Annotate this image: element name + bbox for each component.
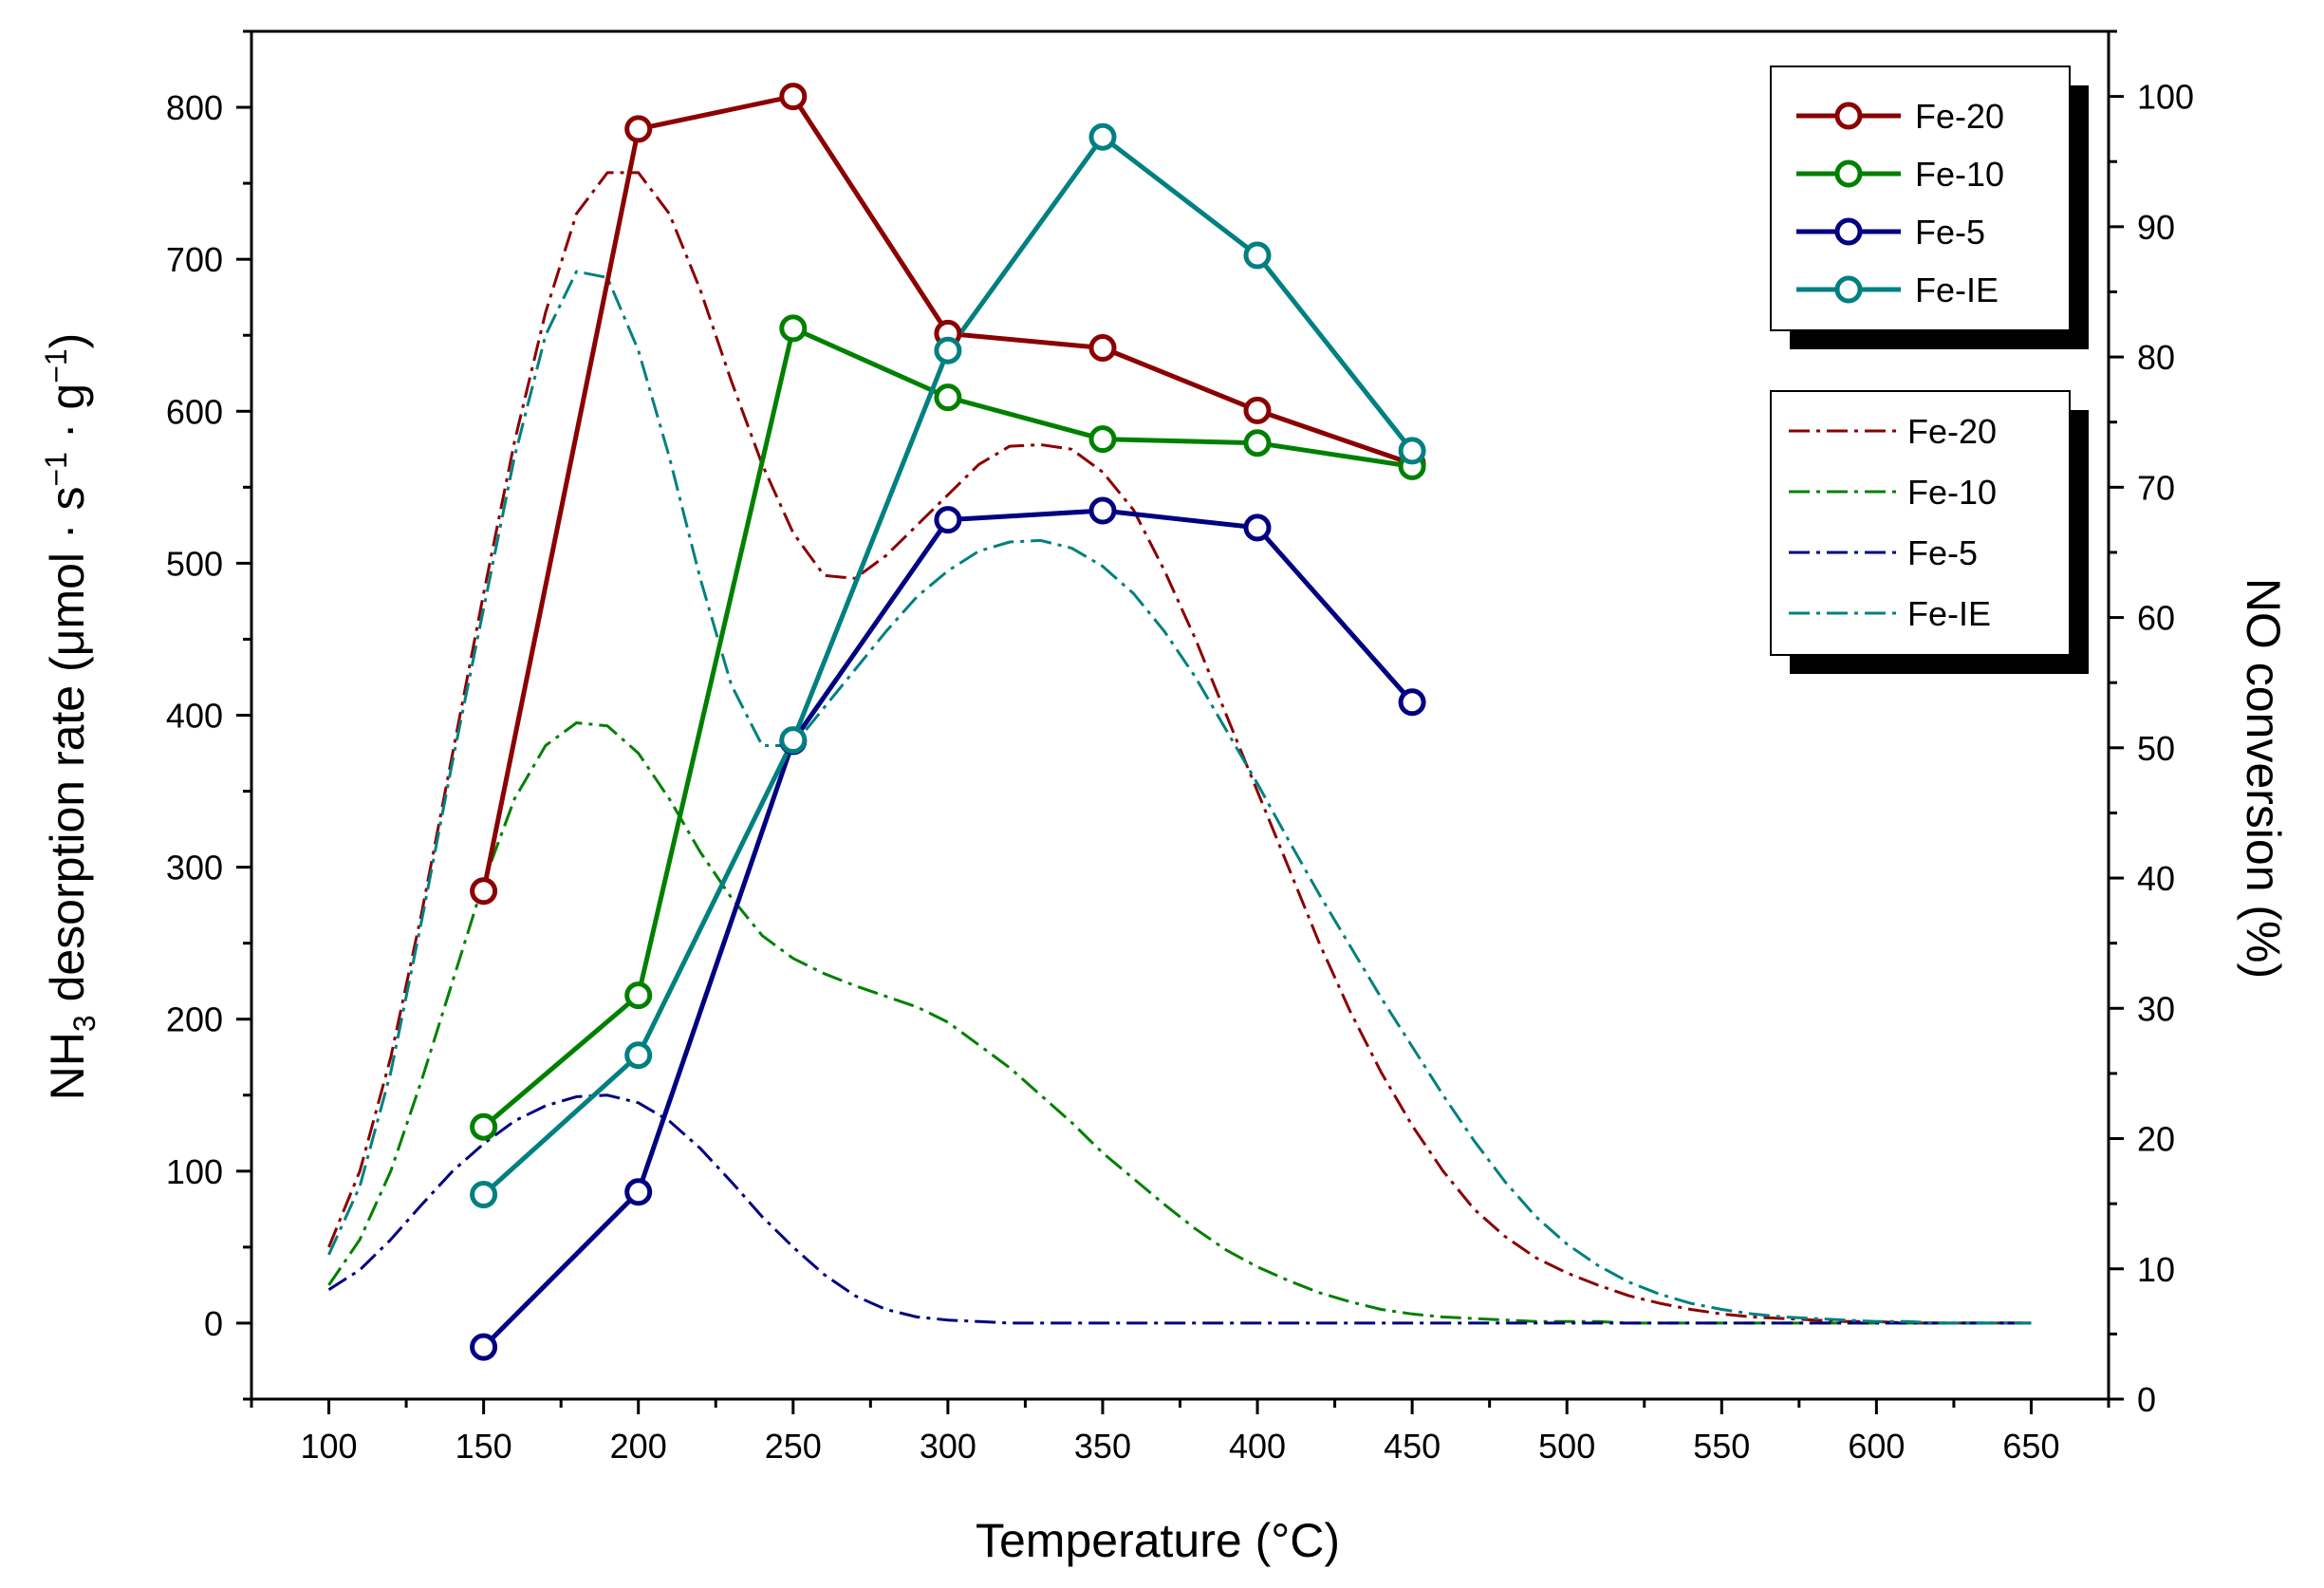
conversion-point-fe-20 [1243,396,1272,424]
legend-markers-box [1770,65,2071,331]
legend-label: Fe-20 [1915,97,2004,136]
y-left-tick-label: 200 [166,1000,223,1039]
conversion-point-fe-5 [1088,496,1117,525]
x-tick-label: 300 [920,1427,976,1466]
x-tick-label: 150 [456,1427,512,1466]
conversion-point-fe-ie [1088,122,1117,151]
x-tick-label: 500 [1538,1427,1595,1466]
x-tick-label: 200 [610,1427,667,1466]
legend-label: Fe-10 [1907,473,1997,512]
x-tick-label: 650 [2002,1427,2059,1466]
conversion-point-fe-ie [934,336,962,364]
legend-label: Fe-10 [1915,155,2004,194]
x-tick-label: 600 [1848,1427,1905,1466]
conversion-point-fe-20 [624,115,653,143]
desorption-line-fe-10 [327,721,2032,1325]
y-left-tick-label: 100 [166,1152,223,1191]
legend-label: Fe-5 [1907,533,1978,572]
conversion-point-fe-10 [624,981,653,1010]
y-right-tick-label: 20 [2137,1120,2175,1159]
desorption-curves [327,171,2032,1325]
conversion-curves [470,83,1426,1361]
conversion-point-fe-5 [624,1178,653,1206]
legend-marker-sample [1834,275,1863,304]
legend-marker-sample [1834,102,1863,130]
conversion-line-fe-ie [481,134,1415,1197]
conversion-point-fe-5 [470,1333,498,1361]
y-left-tick-label: 800 [166,88,223,127]
desorption-line-fe-ie [327,270,2032,1325]
legend-markers: Fe-20 Fe-10 Fe-5 Fe-IE [1770,65,2089,349]
y-right-tick-label: 50 [2137,729,2175,768]
legend-label: Fe-20 [1907,412,1997,451]
conversion-line-fe-5 [481,508,1414,1349]
y-right-tick-label: 80 [2137,338,2175,377]
y-right-tick-label: 70 [2137,468,2175,507]
y-right-tick-label: 40 [2137,859,2175,898]
x-tick-label: 100 [301,1427,358,1466]
y-left-tick-label: 700 [166,240,223,279]
y-left-tick-label: 600 [166,392,223,431]
y-axis-right-title: NO conversion (%) [2237,578,2290,979]
x-tick-label: 550 [1693,1427,1750,1466]
conversion-point-fe-5 [1243,514,1272,542]
conversion-point-fe-10 [779,314,808,343]
conversion-point-fe-ie [1398,437,1426,465]
axis-ticks: 100 150 200 250 300 350 400 450 500 550 600 6500100… [166,29,2194,1466]
y-right-tick-label: 100 [2137,78,2194,117]
legend-curves: Fe-20 Fe-10 Fe-5 Fe-IE [1770,390,2089,674]
conversion-point-fe-20 [1088,334,1117,362]
conversion-point-fe-10 [470,1112,498,1141]
conversion-point-fe-20 [779,83,808,111]
legend-label: Fe-5 [1915,213,1985,252]
x-tick-label: 350 [1074,1427,1131,1466]
y-left-tick-label: 0 [204,1304,223,1343]
x-tick-label: 450 [1384,1427,1441,1466]
y-left-tick-label: 300 [166,849,223,887]
y-right-tick-label: 0 [2137,1380,2156,1419]
y-axis-left-title: NH3 desorption rate (μmol · s−1 · g−1) [39,333,102,1101]
x-axis-title: Temperature (°C) [976,1514,1340,1567]
conversion-point-fe-10 [1088,425,1117,454]
conversion-line-fe-10 [481,326,1413,1130]
conversion-point-fe-ie [779,726,808,755]
legend-curves-box [1770,390,2071,656]
conversion-point-fe-ie [470,1181,498,1208]
x-tick-label: 250 [765,1427,822,1466]
y-left-tick-label: 500 [166,544,223,583]
legend-label: Fe-IE [1907,594,1991,633]
y-left-tick-label: 400 [166,697,223,736]
y-right-tick-label: 60 [2137,599,2175,638]
y-right-tick-label: 10 [2137,1250,2175,1289]
legend-marker-sample [1834,217,1863,246]
conversion-point-fe-20 [470,877,498,906]
legend-label: Fe-IE [1915,271,1999,309]
conversion-point-fe-5 [934,506,962,534]
x-tick-label: 400 [1229,1427,1286,1466]
y-right-tick-label: 30 [2137,989,2175,1028]
conversion-point-fe-5 [1398,688,1426,717]
y-right-tick-label: 90 [2137,208,2175,247]
conversion-point-fe-10 [1243,429,1272,458]
conversion-point-fe-ie [624,1041,653,1070]
desorption-line-fe-20 [327,171,2032,1325]
conversion-point-fe-ie [1243,241,1272,270]
desorption-line-fe-5 [327,1093,2032,1325]
conversion-point-fe-10 [934,383,962,412]
legend-marker-sample [1834,159,1863,188]
